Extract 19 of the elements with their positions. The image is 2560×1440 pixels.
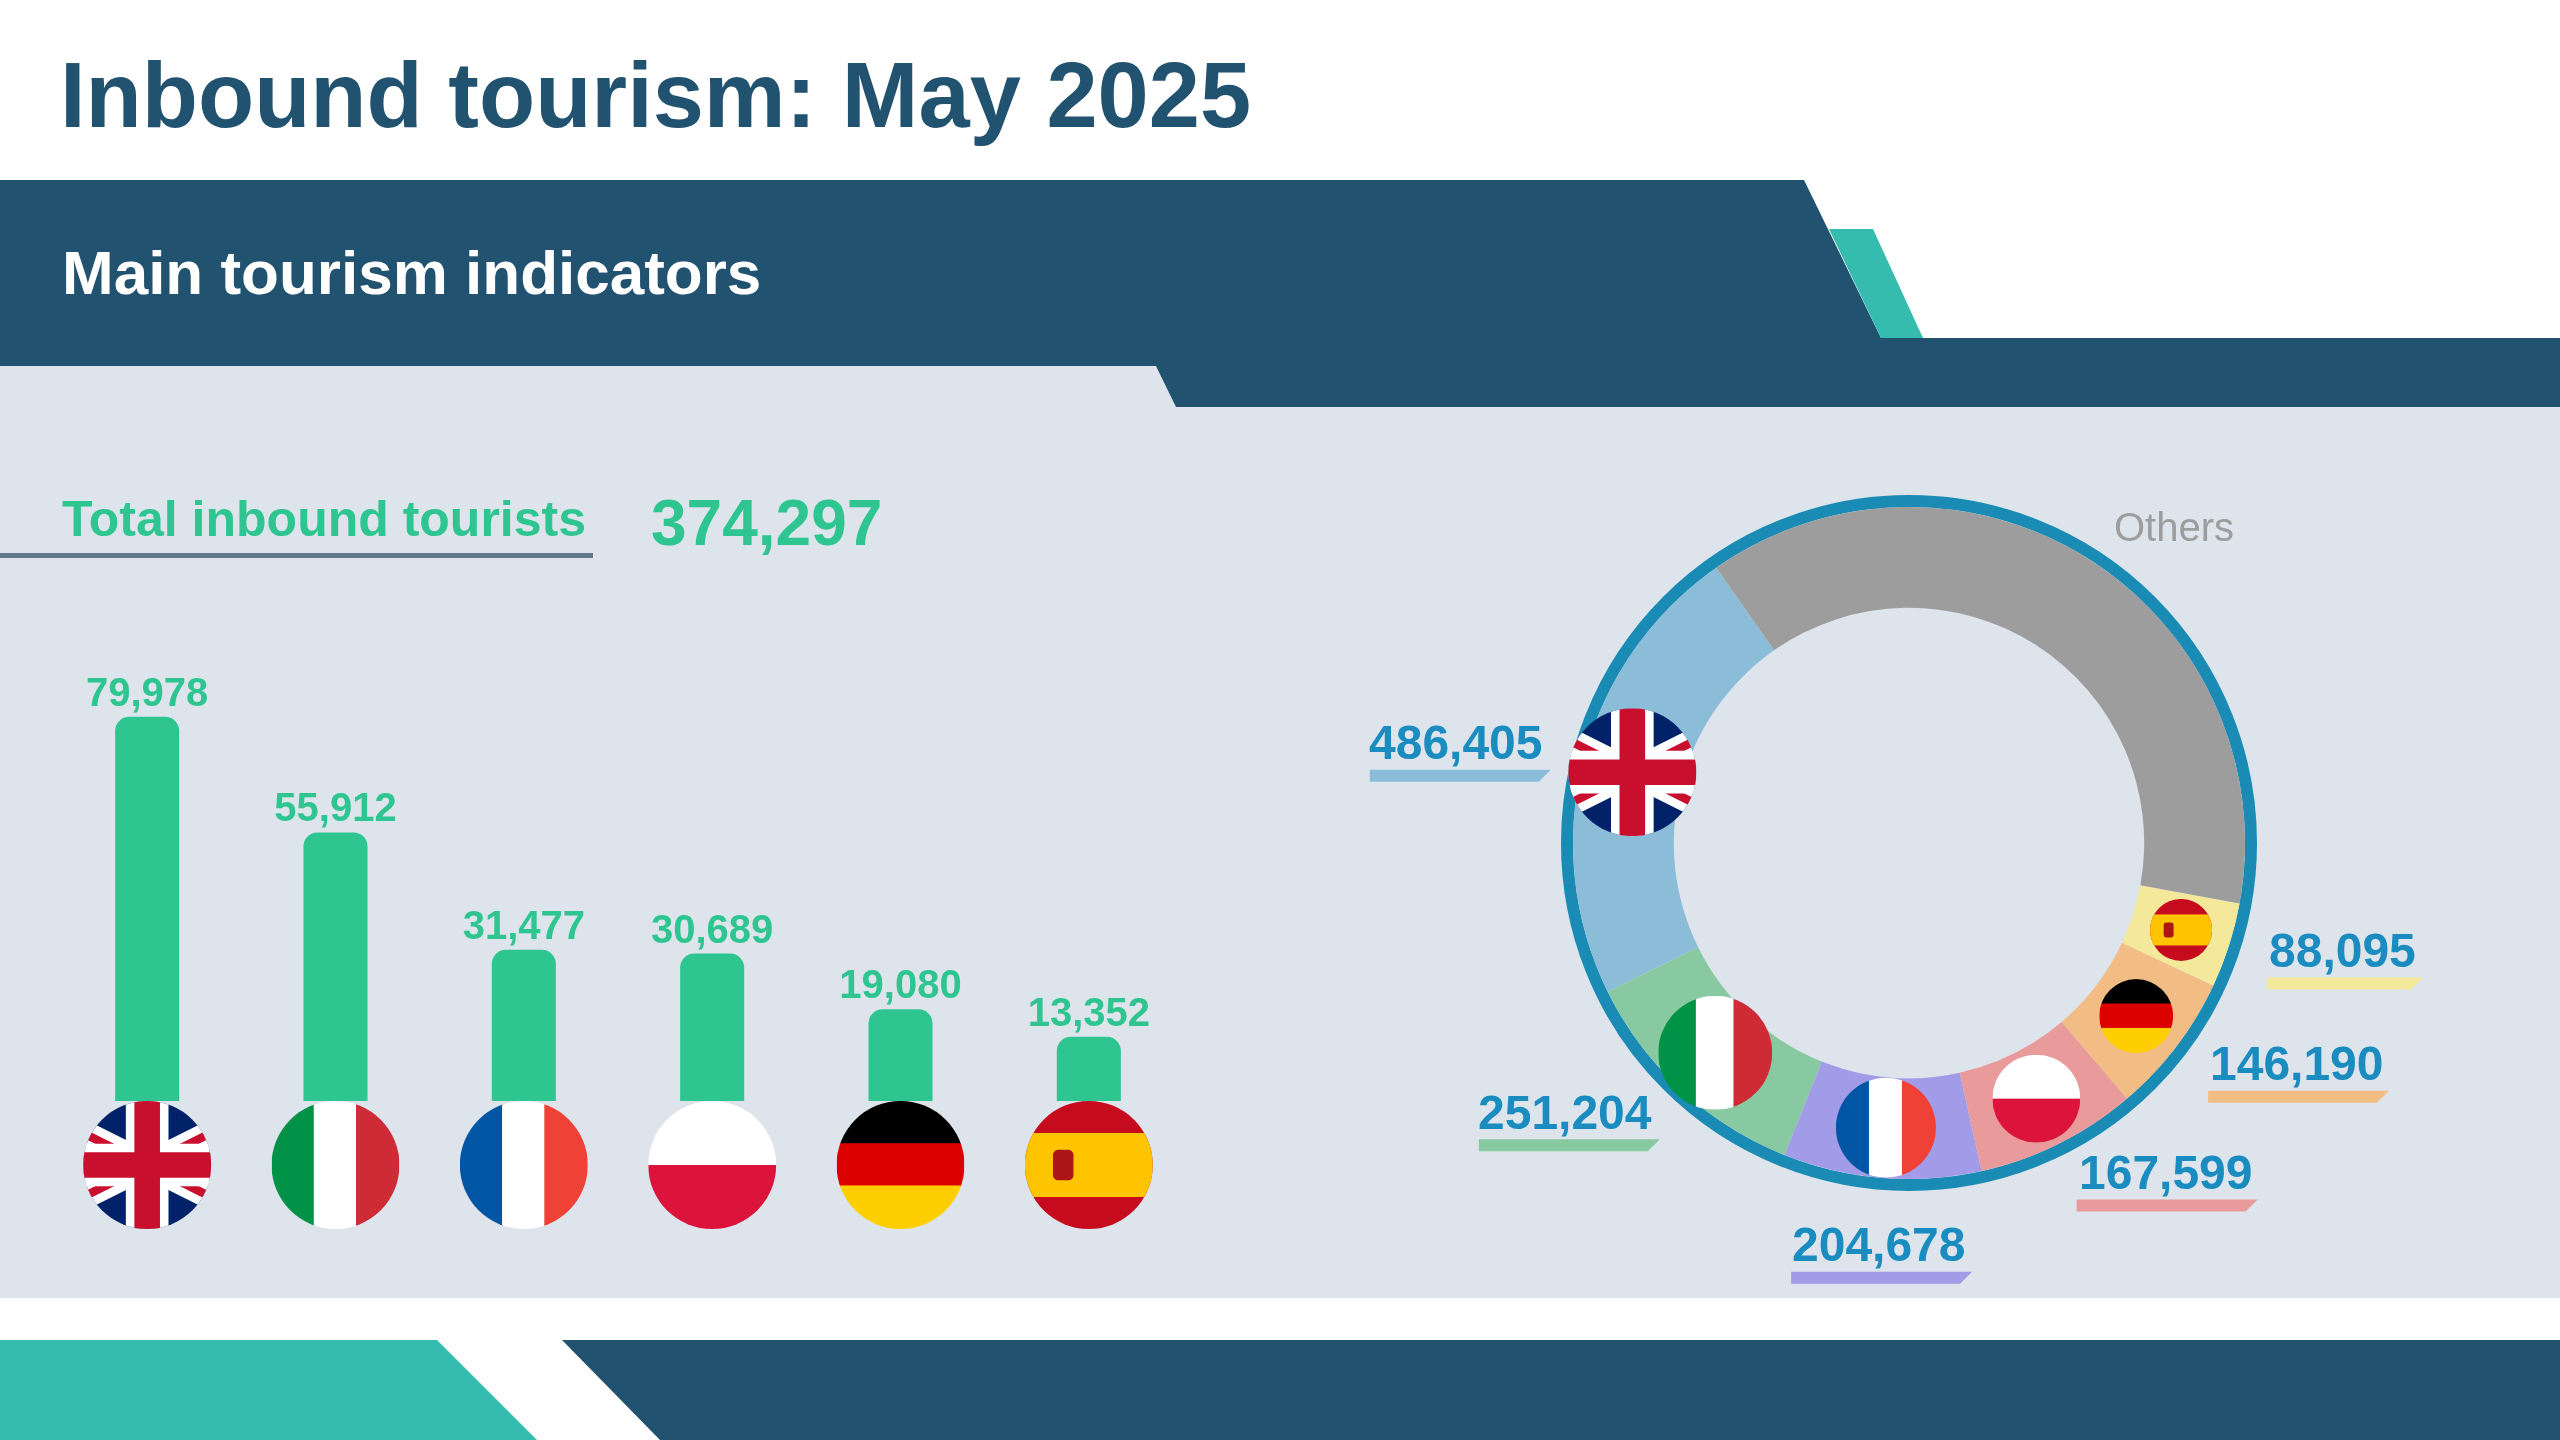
data-label: 88,095: [2269, 924, 2416, 977]
data-label: 486,405: [1369, 716, 1543, 769]
slice-label: Others: [2114, 505, 2235, 549]
data-label: 204,678: [1792, 1218, 1966, 1271]
data-label: 55,912: [274, 785, 397, 830]
data-label: 13,352: [1027, 989, 1151, 1034]
donut-slice: [1716, 507, 2245, 904]
chart-subtitle: Main tourism indicators: [62, 238, 762, 307]
data-label: 146,190: [2210, 1037, 2384, 1090]
data-label: 19,080: [839, 962, 962, 1007]
text: 374,297: [651, 487, 883, 559]
bar: [1056, 1036, 1121, 1101]
data-label: 167,599: [2079, 1146, 2253, 1199]
data-label: 30,689: [650, 906, 774, 951]
text: Total inbound tourists: [62, 491, 586, 547]
data-label: 79,978: [85, 669, 209, 714]
data-label: 251,204: [1478, 1086, 1652, 1139]
chart-title: Inbound tourism: May 2025: [60, 44, 1252, 147]
data-label: 31,477: [462, 902, 586, 947]
